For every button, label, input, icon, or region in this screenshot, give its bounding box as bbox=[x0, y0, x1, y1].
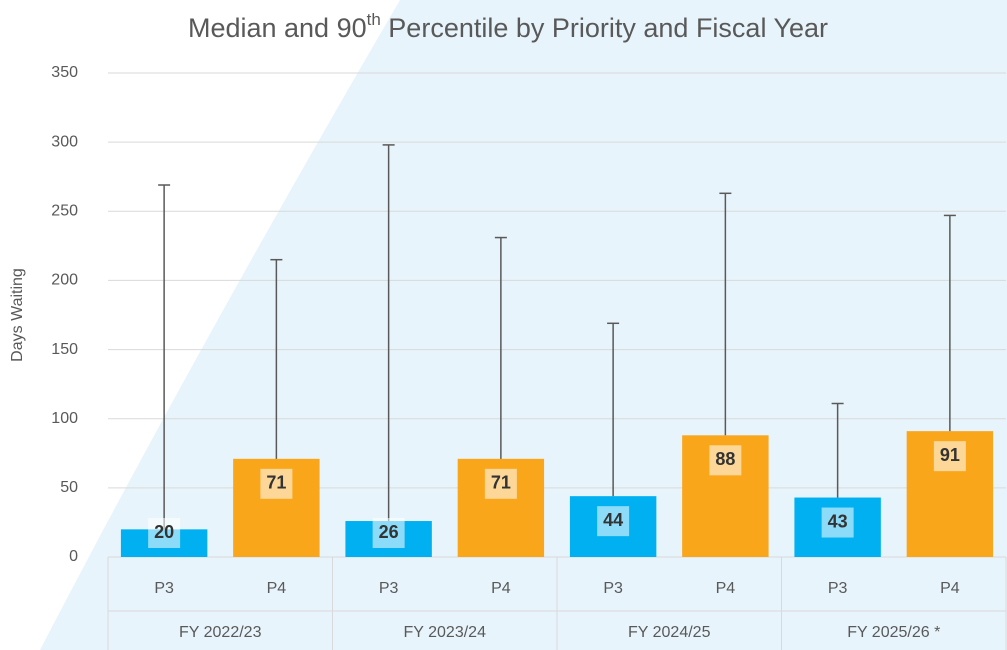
data-label-box bbox=[933, 441, 966, 472]
data-label-box bbox=[148, 518, 181, 548]
x-tick-label: P3 bbox=[154, 580, 174, 597]
data-label: 44 bbox=[603, 510, 623, 530]
x-tick-label: P4 bbox=[716, 580, 736, 597]
data-label-box bbox=[821, 507, 854, 538]
y-tick-label: 50 bbox=[60, 479, 78, 496]
data-label-box bbox=[372, 518, 405, 548]
x-group-label: FY 2022/23 bbox=[179, 624, 262, 641]
y-axis-label: Days Waiting bbox=[9, 268, 26, 362]
x-tick-label: P3 bbox=[603, 580, 623, 597]
x-tick-label: P4 bbox=[267, 580, 287, 597]
data-label: 20 bbox=[154, 522, 174, 542]
chart-title: Median and 90th Percentile by Priority a… bbox=[188, 10, 828, 43]
y-tick-label: 150 bbox=[51, 341, 78, 358]
y-tick-label: 100 bbox=[51, 410, 78, 427]
data-label-box bbox=[709, 445, 742, 476]
data-label-box bbox=[260, 468, 293, 499]
data-label: 91 bbox=[940, 445, 960, 465]
x-group-label: FY 2025/26 * bbox=[847, 624, 940, 641]
data-label: 43 bbox=[828, 511, 848, 531]
x-tick-label: P4 bbox=[940, 580, 960, 597]
x-group-label: FY 2024/25 bbox=[628, 624, 711, 641]
data-label: 88 bbox=[715, 449, 735, 469]
data-label: 26 bbox=[379, 522, 399, 542]
data-label: 71 bbox=[266, 473, 286, 493]
y-tick-label: 0 bbox=[69, 548, 78, 565]
data-label: 71 bbox=[491, 473, 511, 493]
x-tick-label: P4 bbox=[491, 580, 511, 597]
y-tick-label: 350 bbox=[51, 64, 78, 81]
data-label-box bbox=[597, 506, 630, 537]
x-group-label: FY 2023/24 bbox=[404, 624, 487, 641]
x-tick-label: P3 bbox=[828, 580, 848, 597]
y-tick-label: 200 bbox=[51, 272, 78, 289]
y-tick-label: 300 bbox=[51, 133, 78, 150]
x-tick-label: P3 bbox=[379, 580, 399, 597]
data-label-box bbox=[484, 468, 517, 499]
y-tick-label: 250 bbox=[51, 203, 78, 220]
